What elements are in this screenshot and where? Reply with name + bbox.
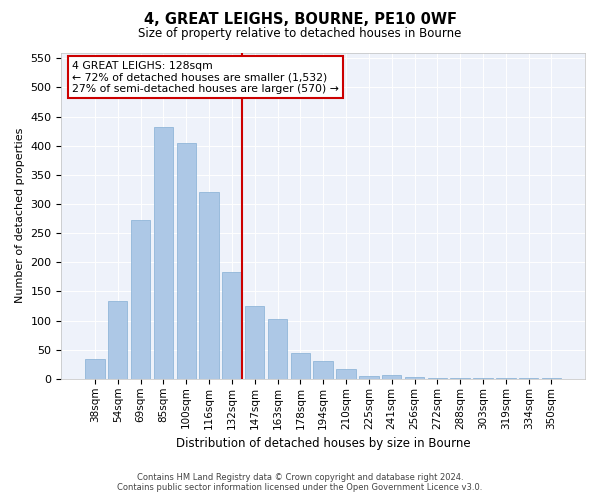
Y-axis label: Number of detached properties: Number of detached properties — [15, 128, 25, 304]
Bar — [313, 362, 333, 379]
Bar — [85, 358, 104, 379]
Bar — [359, 376, 379, 379]
Bar — [405, 377, 424, 379]
Bar — [199, 192, 219, 379]
Bar — [382, 375, 401, 379]
Bar — [176, 143, 196, 379]
Bar — [496, 378, 515, 379]
Text: Size of property relative to detached houses in Bourne: Size of property relative to detached ho… — [139, 28, 461, 40]
Text: 4 GREAT LEIGHS: 128sqm
← 72% of detached houses are smaller (1,532)
27% of semi-: 4 GREAT LEIGHS: 128sqm ← 72% of detached… — [72, 60, 339, 94]
Bar — [245, 306, 265, 379]
Bar — [154, 126, 173, 379]
Text: 4, GREAT LEIGHS, BOURNE, PE10 0WF: 4, GREAT LEIGHS, BOURNE, PE10 0WF — [143, 12, 457, 28]
Bar — [428, 378, 447, 379]
Bar — [337, 369, 356, 379]
X-axis label: Distribution of detached houses by size in Bourne: Distribution of detached houses by size … — [176, 437, 470, 450]
Bar — [542, 378, 561, 379]
Bar — [131, 220, 150, 379]
Bar — [108, 302, 127, 379]
Bar — [268, 320, 287, 379]
Bar — [290, 352, 310, 379]
Text: Contains HM Land Registry data © Crown copyright and database right 2024.
Contai: Contains HM Land Registry data © Crown c… — [118, 473, 482, 492]
Bar — [451, 378, 470, 379]
Bar — [222, 272, 242, 379]
Bar — [519, 378, 538, 379]
Bar — [473, 378, 493, 379]
